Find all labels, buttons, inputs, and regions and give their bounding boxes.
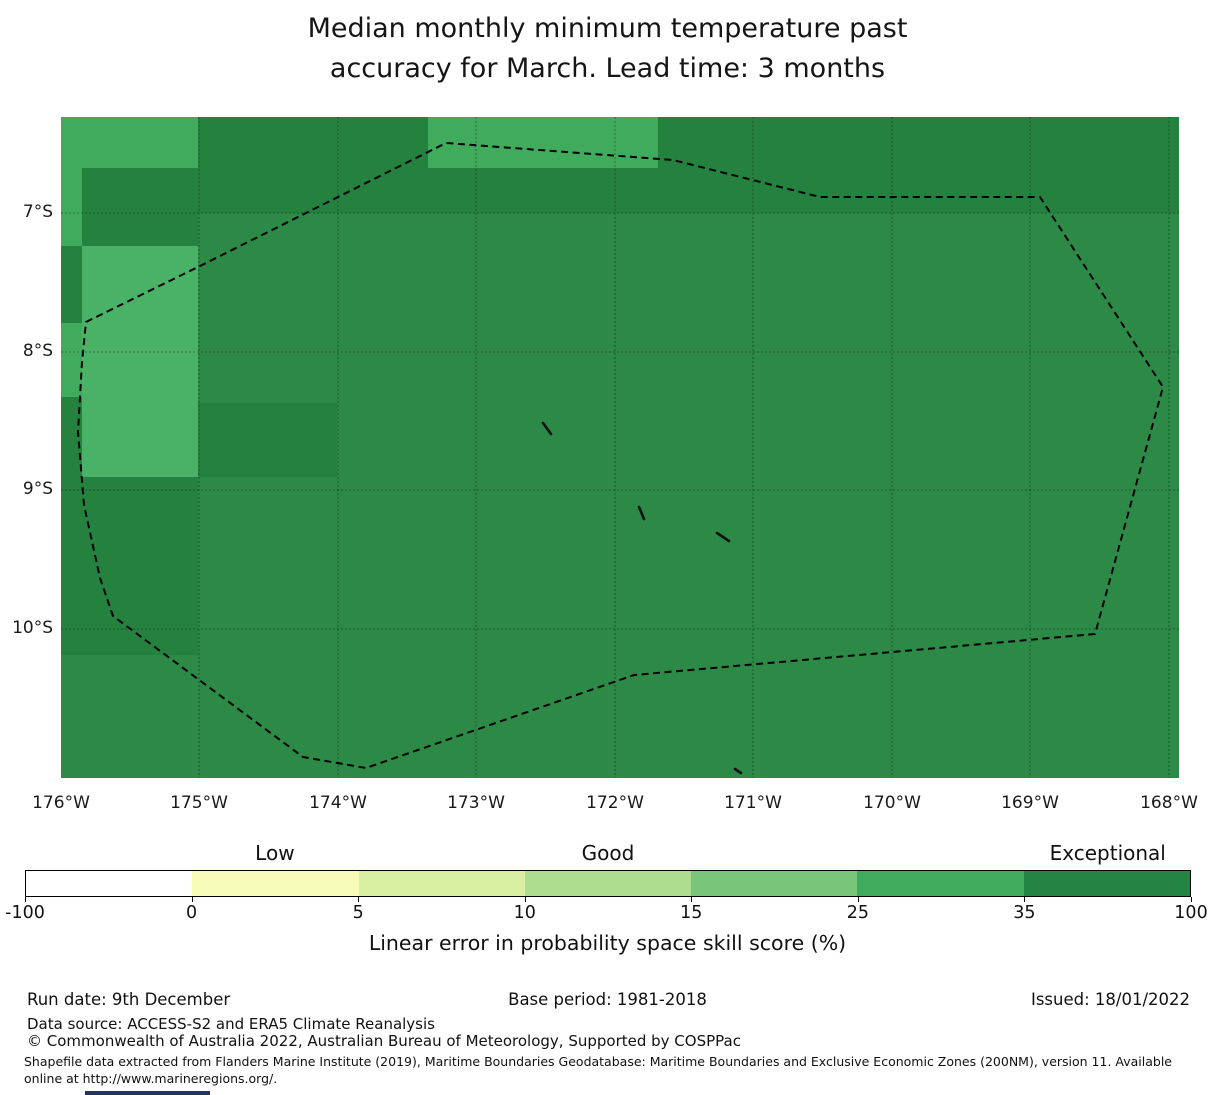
colorbar-tick-label: 15 bbox=[680, 903, 703, 923]
y-tick-label: 10°S bbox=[12, 618, 53, 638]
colorbar-segment bbox=[524, 871, 692, 896]
x-tick-label: 172°W bbox=[586, 793, 644, 813]
x-tick-label: 168°W bbox=[1140, 793, 1198, 813]
colorbar-segment bbox=[358, 871, 525, 896]
skill-cell bbox=[82, 246, 198, 477]
skill-cell bbox=[82, 490, 198, 655]
x-tick-label: 170°W bbox=[863, 793, 921, 813]
island-mark bbox=[733, 767, 743, 775]
base-period-text: Base period: 1981-2018 bbox=[508, 990, 707, 1009]
skill-cell bbox=[82, 168, 198, 246]
skill-cell bbox=[61, 246, 82, 323]
x-tick-label: 175°W bbox=[170, 793, 228, 813]
skill-cell bbox=[198, 403, 337, 477]
island-mark bbox=[637, 505, 646, 521]
colorbar-tick-label: 25 bbox=[846, 903, 869, 923]
data-source-text: Data source: ACCESS-S2 and ERA5 Climate … bbox=[27, 1015, 435, 1033]
map-plot: 176°W 175°W 174°W 173°W 172°W 171°W 170°W 169°W… bbox=[12, 117, 1198, 813]
chart-title-line1: Median monthly minimum temperature past bbox=[307, 13, 908, 44]
x-tick-label: 171°W bbox=[724, 793, 782, 813]
run-date-text: Run date: 9th December bbox=[27, 990, 231, 1009]
skill-cell bbox=[61, 323, 82, 397]
skill-cell bbox=[61, 397, 82, 655]
y-tick-label: 8°S bbox=[22, 341, 53, 361]
skill-cell bbox=[61, 168, 82, 246]
colorbar-tick-label: 0 bbox=[185, 903, 198, 923]
x-tick-label: 169°W bbox=[1001, 793, 1059, 813]
colorbar-tick bbox=[691, 897, 693, 902]
x-tick-label: 174°W bbox=[309, 793, 367, 813]
colorbar-tick-label: 5 bbox=[352, 903, 364, 923]
copyright-text: © Commonwealth of Australia 2022, Austra… bbox=[27, 1032, 741, 1050]
colorbar-segment bbox=[192, 871, 359, 896]
island-mark bbox=[715, 531, 731, 543]
colorbar-tick bbox=[25, 897, 26, 902]
colorbar bbox=[25, 870, 1191, 897]
skill-cell bbox=[428, 117, 658, 168]
colorbar-tick bbox=[1024, 897, 1026, 902]
issued-date-text: Issued: 18/01/2022 bbox=[1030, 990, 1190, 1009]
skill-cell bbox=[198, 117, 1179, 213]
shapefile-note-text: Shapefile data extracted from Flanders M… bbox=[24, 1054, 1172, 1086]
eez-boundary-line bbox=[76, 141, 1165, 770]
skill-cell bbox=[61, 117, 198, 168]
footer-meta-row: Run date: 9th December Base period: 1981… bbox=[0, 990, 1215, 1012]
map-canvas bbox=[61, 117, 1179, 778]
colorbar-category-label: Exceptional bbox=[1049, 841, 1166, 865]
chart-title-line2: accuracy for March. Lead time: 3 months bbox=[329, 53, 886, 84]
x-tick-label: 173°W bbox=[447, 793, 505, 813]
colorbar-segment bbox=[26, 871, 193, 896]
island-mark bbox=[541, 421, 553, 436]
skill-cell bbox=[82, 477, 198, 490]
colorbar-category-label: Good bbox=[581, 841, 635, 865]
colorbar-tick-label: -100 bbox=[5, 903, 45, 923]
colorbar-category-label: Low bbox=[255, 841, 295, 865]
bottom-logo-bar bbox=[85, 1091, 210, 1095]
colorbar-tick-label: 35 bbox=[1013, 903, 1036, 923]
colorbar-segment bbox=[1023, 871, 1190, 896]
colorbar-tick bbox=[1191, 897, 1192, 902]
colorbar-tick bbox=[857, 897, 859, 902]
chart-title: Median monthly minimum temperature past … bbox=[0, 9, 1215, 89]
colorbar-tick bbox=[358, 897, 360, 902]
y-tick-label: 7°S bbox=[22, 202, 53, 222]
colorbar-tick-label: 100 bbox=[1174, 903, 1208, 923]
y-tick-label: 9°S bbox=[22, 479, 53, 499]
colorbar-segment bbox=[691, 871, 858, 896]
colorbar-tick bbox=[524, 897, 526, 902]
x-tick-label: 176°W bbox=[32, 793, 90, 813]
colorbar-tick-label: 10 bbox=[513, 903, 536, 923]
colorbar-tick bbox=[191, 897, 193, 902]
colorbar-axis-label: Linear error in probability space skill … bbox=[368, 931, 847, 955]
colorbar-segment bbox=[857, 871, 1024, 896]
